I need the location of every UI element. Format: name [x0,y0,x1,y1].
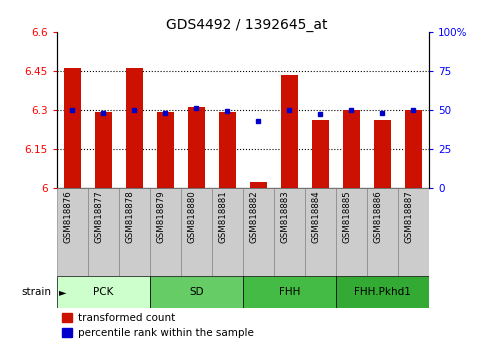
Bar [405,110,422,188]
Text: GSM818879: GSM818879 [156,190,165,243]
Bar [212,188,243,276]
Text: GSM818881: GSM818881 [218,190,227,243]
Bar [336,188,367,276]
Text: GSM818882: GSM818882 [249,190,258,243]
Bar [250,182,267,188]
Bar [374,120,391,188]
Text: FHH: FHH [279,287,300,297]
Text: GSM818883: GSM818883 [281,190,289,243]
Bar [157,112,174,188]
Bar [367,188,398,276]
Text: GSM818877: GSM818877 [94,190,103,243]
Bar [126,68,143,188]
Text: GSM818878: GSM818878 [125,190,134,243]
Text: PCK: PCK [93,287,113,297]
Bar [181,188,212,276]
Text: GSM818884: GSM818884 [312,190,320,243]
Bar [64,68,81,188]
Bar [243,188,274,276]
Bar [219,112,236,188]
Bar [57,276,150,308]
Bar [243,276,336,308]
Text: ►: ► [59,287,67,297]
Bar [119,188,150,276]
Bar [57,188,88,276]
Bar [274,188,305,276]
Bar [150,188,181,276]
Bar [343,110,360,188]
Bar [88,188,119,276]
Text: GSM818885: GSM818885 [342,190,352,243]
Text: GDS4492 / 1392645_at: GDS4492 / 1392645_at [166,18,327,32]
Text: GSM818880: GSM818880 [187,190,196,243]
Bar [188,107,205,188]
Text: strain: strain [22,287,52,297]
Bar [398,188,429,276]
Bar [281,75,298,188]
Text: SD: SD [189,287,204,297]
Bar [305,188,336,276]
Text: FHH.Pkhd1: FHH.Pkhd1 [354,287,411,297]
Bar [312,120,329,188]
Text: GSM818886: GSM818886 [373,190,383,243]
Bar [95,112,112,188]
Text: GSM818887: GSM818887 [404,190,414,243]
Bar [336,276,429,308]
Legend: transformed count, percentile rank within the sample: transformed count, percentile rank withi… [62,313,253,338]
Bar [150,276,243,308]
Text: GSM818876: GSM818876 [63,190,72,243]
